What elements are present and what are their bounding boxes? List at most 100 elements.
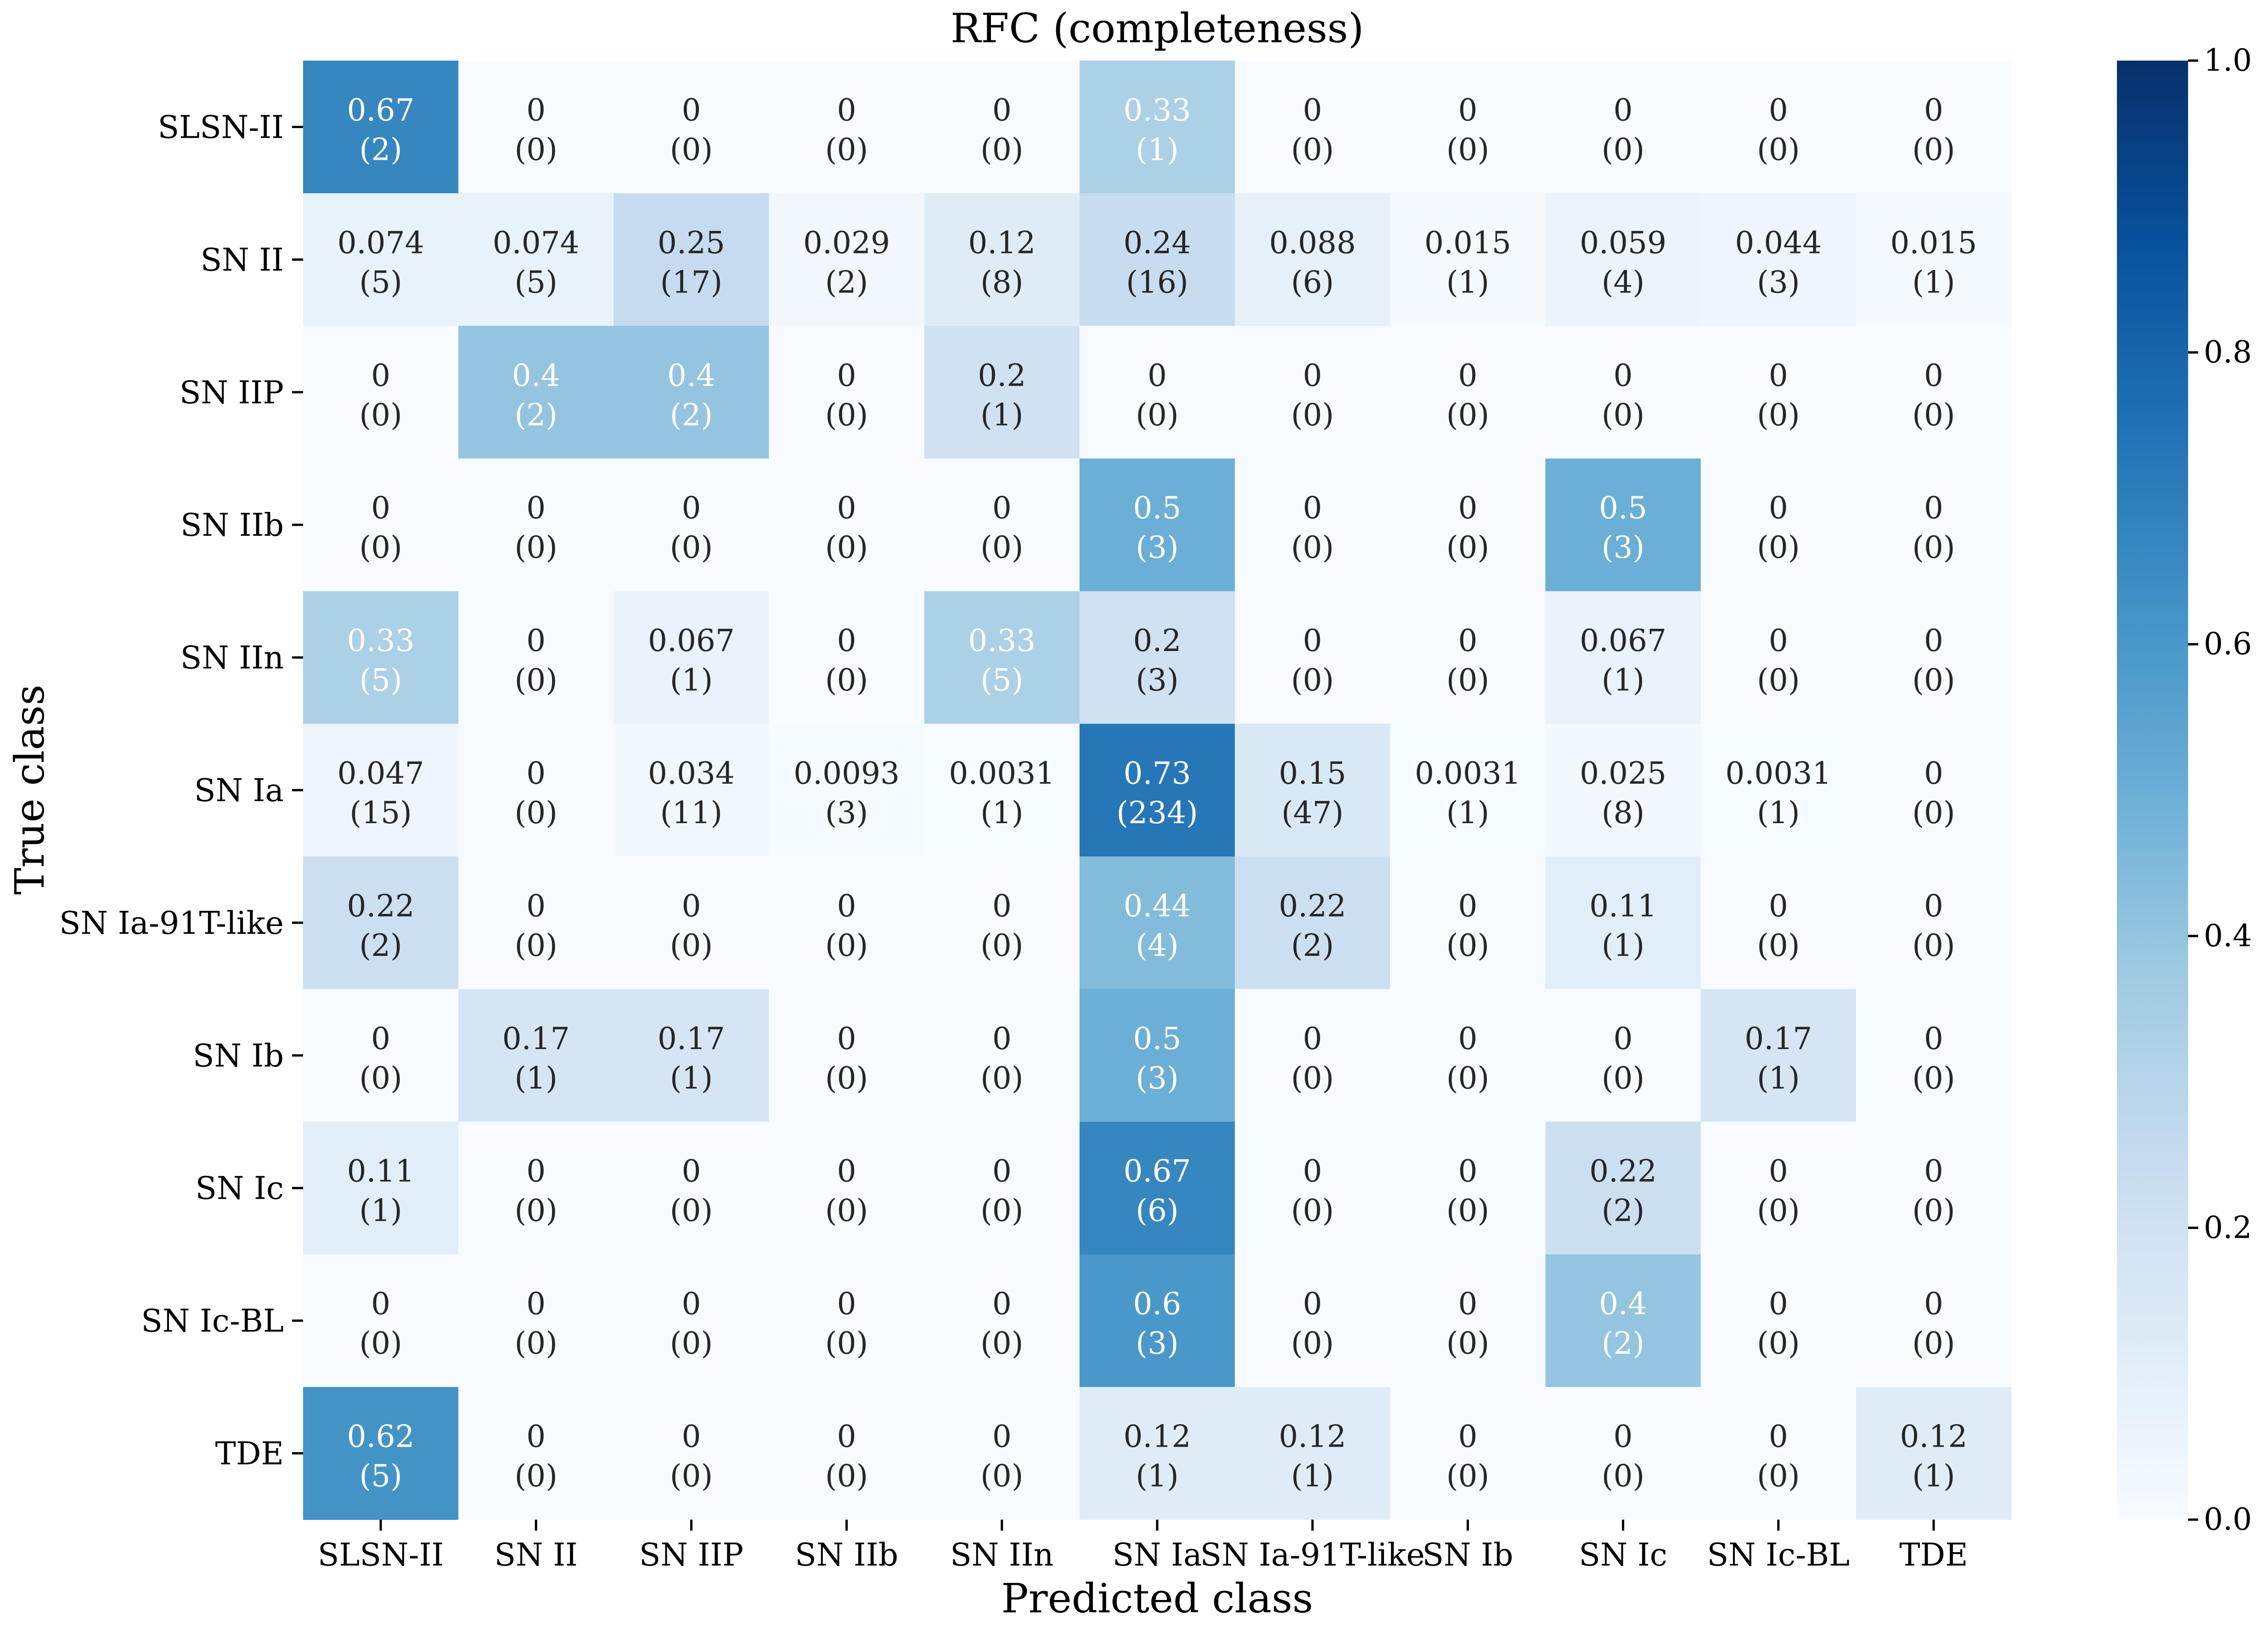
heatmap-cell: [458, 591, 614, 724]
cell-count-label: (1): [1602, 662, 1645, 698]
cell-value-label: 0: [1458, 92, 1477, 128]
cell-value-label: 0: [1458, 490, 1477, 526]
heatmap-cell-labels: 0.67 (2) 0 (0) 0 (0) 0 (0) 0 (0) 0.33 (1) 0 (0) 0 (0) 0 (…: [338, 92, 1977, 1493]
cell-value-label: 0: [1458, 1021, 1477, 1056]
cell-value-label: 0.6: [1133, 1286, 1182, 1322]
heatmap-cell: [458, 856, 614, 989]
cell-value-label: 0: [681, 1419, 701, 1454]
heatmap-cell: [1700, 591, 1857, 724]
cell-count-label: (16): [1126, 264, 1188, 300]
cell-value-label: 0.67: [1124, 1154, 1191, 1189]
heatmap-cell: [1390, 1254, 1546, 1387]
cell-value-label: 0: [1924, 623, 1943, 658]
cell-value-label: 0.33: [1124, 92, 1191, 128]
cell-count-label: (0): [980, 132, 1024, 167]
cell-count-label: (0): [515, 1459, 558, 1494]
cell-count-label: (0): [1446, 530, 1490, 565]
cell-value-label: 0: [1458, 888, 1477, 924]
cell-count-label: (0): [1291, 530, 1334, 565]
cell-count-label: (0): [1291, 1326, 1334, 1361]
y-tick-label: SN IIb: [180, 507, 284, 544]
heatmap-cell: [613, 1387, 770, 1520]
cell-count-label: (0): [515, 928, 558, 963]
cell-value-label: 0.11: [347, 1154, 415, 1189]
cell-count-label: (5): [515, 264, 558, 300]
cell-count-label: (0): [980, 530, 1024, 565]
cell-count-label: (0): [515, 662, 558, 698]
heatmap-cell: [1700, 1122, 1857, 1255]
heatmap-cell: [458, 1254, 614, 1387]
heatmap-cell: [924, 856, 1080, 989]
cell-value-label: 0: [837, 623, 856, 658]
cell-count-label: (1): [1291, 1459, 1334, 1494]
cell-value-label: 0.074: [338, 225, 424, 260]
cell-count-label: (0): [1446, 1459, 1490, 1494]
cell-value-label: 0: [1614, 1419, 1633, 1454]
cell-count-label: (17): [660, 264, 722, 300]
heatmap-cell: [1700, 856, 1857, 989]
cell-count-label: (2): [515, 397, 558, 432]
x-tick-label: SN Ib: [1422, 1537, 1513, 1573]
cell-count-label: (2): [670, 397, 713, 432]
cell-count-label: (0): [670, 530, 713, 565]
cell-value-label: 0.4: [1599, 1286, 1647, 1322]
heatmap-cell: [1856, 193, 2012, 326]
heatmap-cell: [1700, 1387, 1857, 1520]
cell-value-label: 0: [1924, 1286, 1943, 1322]
x-tick-label: SN Ic-BL: [1707, 1537, 1850, 1573]
cell-value-label: 0.0031: [1415, 756, 1521, 791]
cell-count-label: (0): [825, 662, 868, 698]
cell-count-label: (0): [670, 1459, 713, 1494]
cell-count-label: (0): [1757, 1193, 1800, 1229]
cell-value-label: 0.12: [1900, 1419, 1967, 1454]
cell-value-label: 0: [1614, 358, 1633, 393]
heatmap-cell: [1235, 591, 1390, 724]
heatmap-cell: [1856, 856, 2012, 989]
cell-value-label: 0: [1924, 490, 1943, 526]
heatmap-cell: [1390, 989, 1546, 1122]
heatmap-cell: [458, 61, 614, 194]
cell-value-label: 0: [992, 92, 1012, 128]
heatmap-cell: [769, 458, 925, 592]
cell-count-label: (0): [825, 1193, 868, 1229]
cell-count-label: (0): [1291, 662, 1334, 698]
colorbar-tick-label: 0.8: [2204, 335, 2252, 370]
cell-count-label: (3): [1136, 1326, 1179, 1361]
cell-count-label: (0): [1291, 1061, 1334, 1096]
heatmap-cell: [303, 724, 459, 857]
cell-value-label: 0: [1924, 888, 1943, 924]
heatmap-cell: [924, 458, 1080, 592]
cell-value-label: 0: [1303, 1021, 1322, 1056]
cell-value-label: 0.067: [648, 623, 735, 658]
heatmap-cell: [613, 326, 770, 459]
cell-value-label: 0: [1303, 1286, 1322, 1322]
cell-count-label: (0): [825, 132, 868, 167]
heatmap-cell: [1079, 724, 1235, 857]
heatmap-cell: [1545, 193, 1701, 326]
heatmap-cell: [769, 1122, 925, 1255]
cell-value-label: 0.015: [1424, 225, 1511, 260]
cell-count-label: (0): [1757, 530, 1800, 565]
cell-count-label: (0): [1602, 397, 1645, 432]
cell-count-label: (0): [1757, 132, 1800, 167]
cell-count-label: (3): [1602, 530, 1645, 565]
heatmap-cell: [924, 1254, 1080, 1387]
cell-value-label: 0: [1769, 1154, 1788, 1189]
cell-count-label: (2): [359, 928, 402, 963]
cell-count-label: (2): [1291, 928, 1334, 963]
heatmap-cell: [1079, 458, 1235, 592]
cell-count-label: (1): [980, 397, 1024, 432]
x-axis-label: Predicted class: [1001, 1575, 1313, 1622]
colorbar-tick-label: 0.6: [2204, 626, 2252, 662]
cell-count-label: (0): [1912, 1193, 1955, 1229]
cell-count-label: (0): [1602, 1459, 1645, 1494]
cell-count-label: (6): [1136, 1193, 1179, 1229]
cell-value-label: 0: [837, 358, 856, 393]
heatmap-cell: [1545, 724, 1701, 857]
cell-count-label: (0): [1757, 662, 1800, 698]
heatmap-cell: [1390, 591, 1546, 724]
cell-value-label: 0: [1924, 92, 1943, 128]
cell-count-label: (2): [359, 132, 402, 167]
cell-value-label: 0.2: [1133, 623, 1182, 658]
